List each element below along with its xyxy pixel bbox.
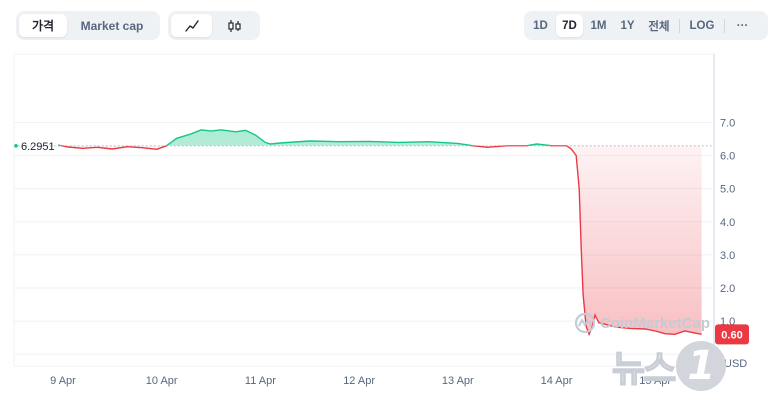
x-tick-label: 11 Apr bbox=[245, 375, 276, 387]
divider bbox=[724, 18, 725, 33]
below-reference-area bbox=[62, 145, 702, 335]
currency-label: USD bbox=[724, 358, 747, 370]
y-tick-label: 2.0 bbox=[720, 283, 735, 295]
watermark-text: CoinMarketCap bbox=[600, 314, 711, 332]
above-reference-area bbox=[58, 129, 702, 146]
y-tick-label: 3.0 bbox=[720, 250, 735, 262]
range-1y-button[interactable]: 1Y bbox=[620, 19, 635, 32]
range-7d-button[interactable]: 7D bbox=[556, 14, 583, 37]
x-tick-label: 15 Apr bbox=[639, 375, 671, 387]
news-watermark-text: 뉴스 bbox=[611, 348, 677, 391]
tab-market-cap[interactable]: Market cap bbox=[80, 18, 144, 33]
news1-watermark: 뉴스 1 bbox=[611, 340, 727, 392]
range-1m-button[interactable]: 1M bbox=[590, 19, 607, 32]
chart-type-toggle bbox=[168, 11, 260, 40]
reference-value-label: 6.2951 bbox=[21, 141, 55, 153]
candlestick-chart-button[interactable] bbox=[214, 14, 255, 37]
time-range-toggle: 1D 7D 1M 1Y 전체 LOG ··· bbox=[524, 11, 768, 40]
x-tick-label: 13 Apr bbox=[442, 375, 474, 387]
current-price-label: 0.60 bbox=[721, 329, 742, 341]
reference-marker bbox=[14, 144, 18, 148]
y-tick-label: 4.0 bbox=[720, 217, 735, 229]
candlestick-icon bbox=[227, 19, 241, 32]
y-tick-label: 5.0 bbox=[720, 184, 735, 196]
range-1d-button[interactable]: 1D bbox=[533, 19, 548, 32]
line-chart-button[interactable] bbox=[171, 14, 212, 37]
range-all-button[interactable]: 전체 bbox=[648, 20, 670, 33]
log-scale-button[interactable]: LOG bbox=[689, 19, 715, 32]
divider bbox=[679, 18, 680, 33]
x-tick-label: 10 Apr bbox=[146, 375, 178, 387]
x-tick-label: 12 Apr bbox=[343, 375, 375, 387]
line-chart-icon bbox=[184, 19, 199, 32]
price-marketcap-toggle: 가격 Market cap bbox=[16, 11, 160, 40]
news-watermark-digit: 1 bbox=[676, 341, 727, 391]
coinmarketcap-watermark: CoinMarketCap bbox=[574, 312, 710, 334]
series-line-below-reference bbox=[58, 145, 702, 337]
current-price-badge: 0.60 bbox=[715, 324, 749, 345]
coinmarketcap-logo-icon bbox=[574, 312, 596, 334]
y-tick-label: 6.0 bbox=[720, 151, 735, 163]
x-tick-label: 9 Apr bbox=[50, 375, 76, 387]
more-options-button[interactable]: ··· bbox=[736, 19, 749, 32]
tab-price[interactable]: 가격 bbox=[19, 14, 67, 37]
x-tick-label: 14 Apr bbox=[541, 375, 573, 387]
series-line-above-reference bbox=[57, 129, 568, 146]
y-tick-label: 7.0 bbox=[720, 118, 735, 130]
